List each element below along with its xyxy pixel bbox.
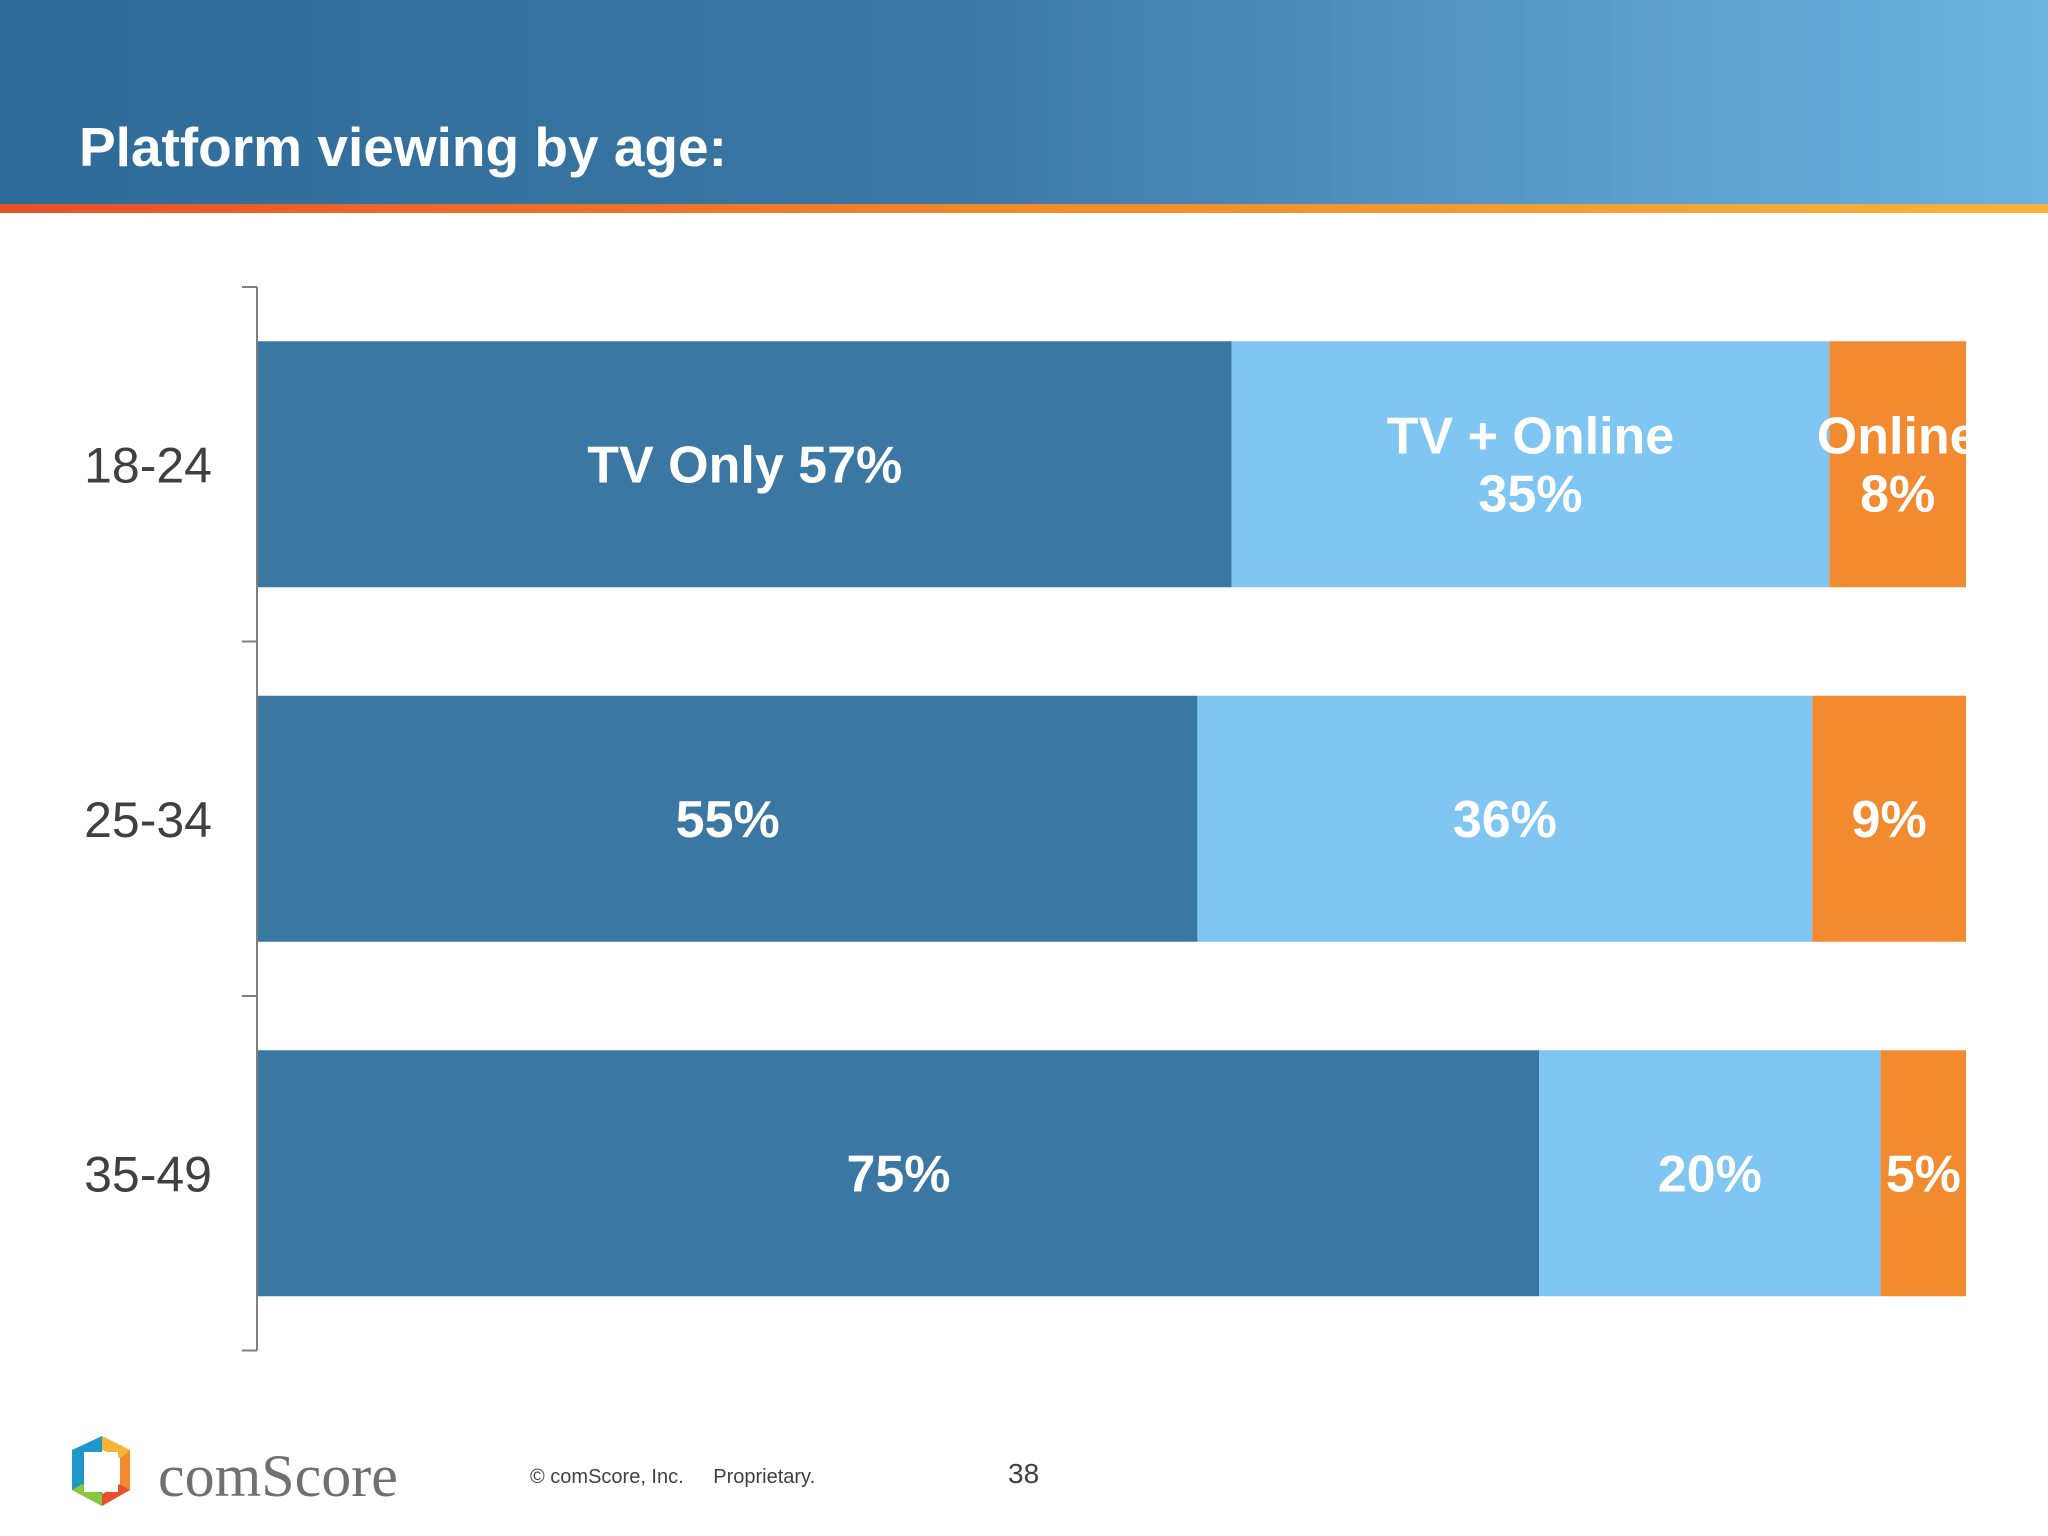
data-label: TV Only 57% xyxy=(587,436,902,494)
comscore-logo: comScore xyxy=(66,1428,486,1523)
bar-segment xyxy=(1880,1050,1966,1297)
category-label: 25-34 xyxy=(84,792,212,848)
data-label: 5% xyxy=(1886,1145,1961,1203)
data-label: TV + Online 35% xyxy=(1387,407,1675,523)
bar-segment xyxy=(1539,1050,1881,1297)
data-label: 36% xyxy=(1453,791,1557,849)
data-label: 75% xyxy=(846,1145,950,1203)
slide-title: Platform viewing by age: xyxy=(79,116,727,178)
category-label: 35-49 xyxy=(84,1146,212,1202)
data-label: 55% xyxy=(676,791,780,849)
category-label: 18-24 xyxy=(84,437,212,493)
data-label: 9% xyxy=(1852,791,1927,849)
bar-segment xyxy=(1829,341,1966,588)
header-accent-stripe xyxy=(0,204,2048,213)
bar-segment xyxy=(258,695,1198,942)
comscore-logo-text: comScore xyxy=(158,1443,398,1509)
page-number: 38 xyxy=(1008,1458,1040,1489)
data-label: 20% xyxy=(1658,1145,1762,1203)
bar-segment xyxy=(258,1050,1539,1297)
header-band xyxy=(0,0,2048,204)
footer-copyright: © comScore, Inc. Proprietary. xyxy=(530,1466,815,1489)
copyright-text: © comScore, Inc. xyxy=(530,1466,684,1488)
bar-segment xyxy=(1231,341,1830,588)
comscore-logo-icon: comScore xyxy=(72,1436,398,1509)
proprietary-text: Proprietary. xyxy=(713,1466,816,1488)
bar-segment xyxy=(1197,695,1813,942)
bar-segment xyxy=(258,341,1232,588)
bar-segment xyxy=(1812,695,1966,942)
data-label: Online 8% xyxy=(1817,407,1979,523)
